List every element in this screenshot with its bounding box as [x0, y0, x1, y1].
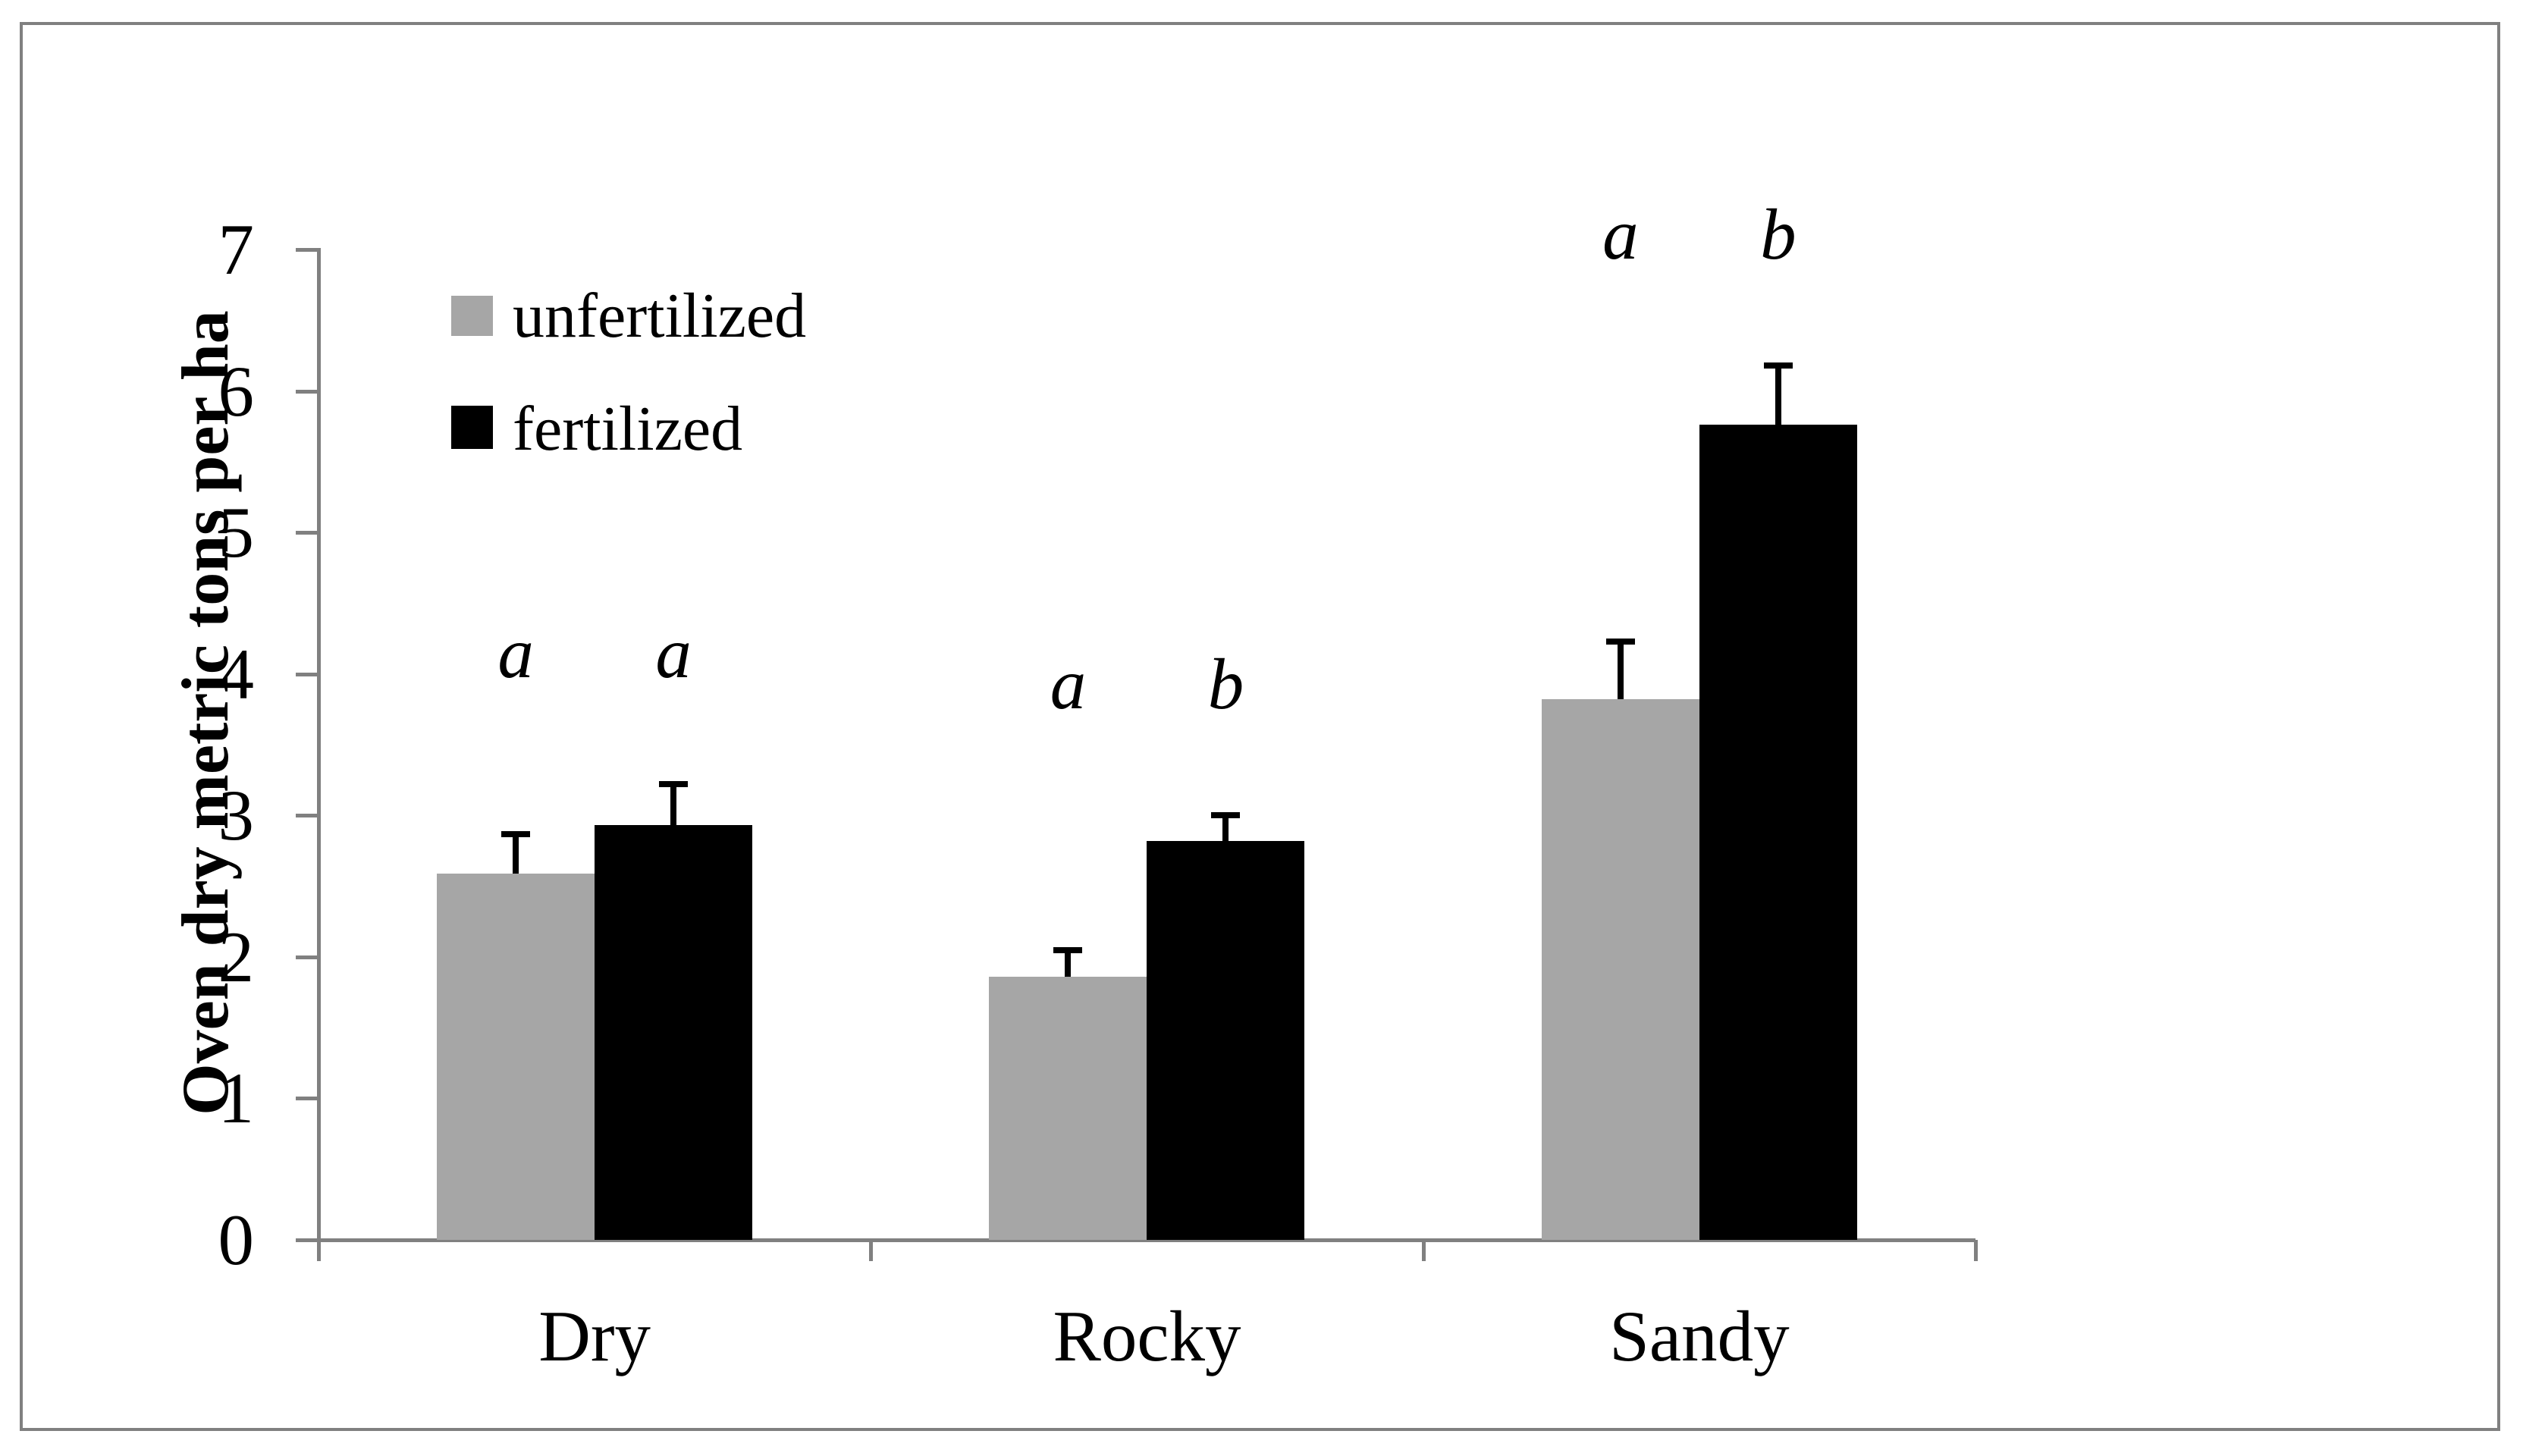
significance-letter: a: [655, 613, 692, 694]
error-bar-cap: [1211, 812, 1241, 819]
y-tick: [296, 531, 319, 535]
error-bar-stem: [1222, 815, 1229, 841]
error-bar-cap: [1763, 362, 1793, 369]
bar-rocky-fertilized: [1147, 840, 1305, 1240]
y-tick-label: 7: [218, 209, 255, 290]
legend-label-fertilized: fertilized: [513, 394, 743, 464]
y-axis-line: [317, 248, 321, 1261]
category-label-sandy: Sandy: [1609, 1296, 1790, 1376]
bar-dry-unfertilized: [437, 873, 595, 1240]
error-bar-cap: [659, 781, 689, 788]
error-bar-stem: [1775, 365, 1781, 425]
y-tick: [296, 672, 319, 676]
legend-swatch-unfertilized: [451, 296, 493, 336]
y-tick-label: 2: [218, 916, 255, 997]
y-tick: [296, 955, 319, 959]
significance-letter: a: [1050, 644, 1087, 725]
y-tick: [296, 389, 319, 394]
legend-swatch-fertilized: [451, 406, 493, 449]
y-tick: [296, 248, 319, 252]
y-tick-label: 0: [218, 1200, 255, 1280]
significance-letter: a: [1602, 193, 1639, 275]
legend-label-unfertilized: unfertilized: [513, 281, 807, 351]
y-tick: [296, 1097, 319, 1101]
y-tick: [296, 1238, 319, 1242]
error-bar-cap: [501, 830, 531, 837]
error-bar-stem: [513, 833, 519, 874]
bar-sandy-unfertilized: [1541, 699, 1699, 1240]
error-bar-cap: [1053, 946, 1083, 953]
error-bar-stem: [1617, 641, 1624, 700]
x-tick: [869, 1240, 874, 1261]
category-label-dry: Dry: [538, 1296, 651, 1376]
y-tick-label: 3: [218, 775, 255, 856]
significance-letter: b: [1760, 193, 1797, 275]
x-tick: [1973, 1240, 1978, 1261]
error-bar-stem: [670, 784, 677, 826]
figure-border: [20, 22, 2500, 1431]
bar-rocky-unfertilized: [989, 976, 1147, 1240]
significance-letter: a: [497, 613, 534, 694]
y-tick-label: 4: [218, 633, 255, 714]
category-label-rocky: Rocky: [1053, 1296, 1241, 1376]
y-tick: [296, 814, 319, 818]
bar-dry-fertilized: [595, 825, 753, 1240]
y-tick-label: 1: [218, 1058, 255, 1139]
bar-sandy-fertilized: [1699, 425, 1857, 1240]
x-tick: [317, 1240, 321, 1261]
y-tick-label: 5: [218, 492, 255, 573]
x-axis-line: [297, 1238, 1975, 1242]
significance-letter: b: [1207, 644, 1244, 725]
error-bar-stem: [1065, 949, 1072, 977]
x-tick: [1421, 1240, 1426, 1261]
y-tick-label: 6: [218, 350, 255, 431]
error-bar-cap: [1605, 638, 1635, 645]
